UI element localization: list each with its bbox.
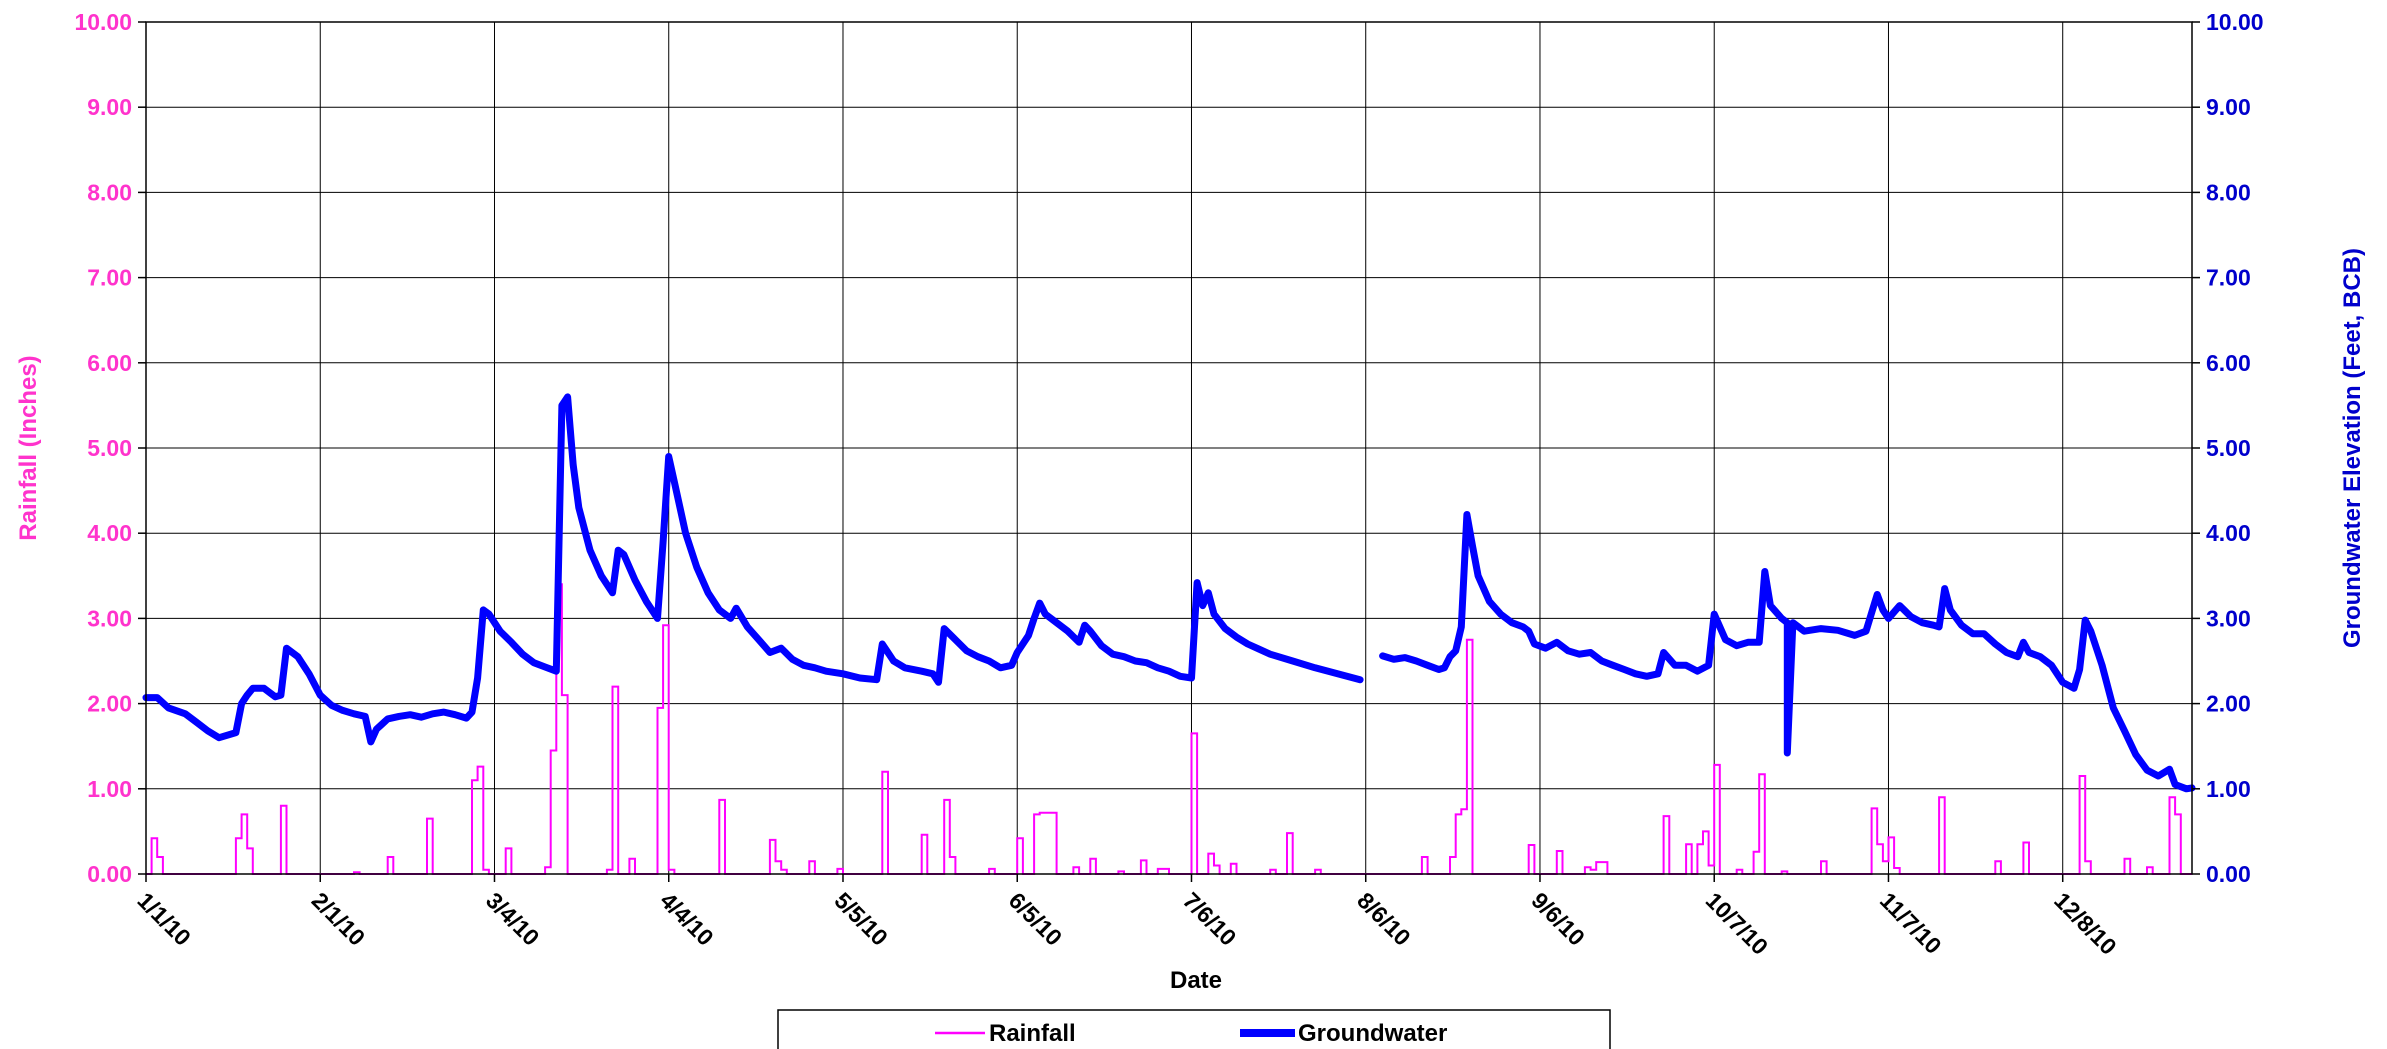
right-tick-label: 5.00	[2206, 435, 2251, 461]
right-tick-label: 6.00	[2206, 350, 2251, 376]
x-tick-label: 1/1/10	[132, 887, 196, 951]
x-tick-label: 9/6/10	[1526, 887, 1590, 951]
x-tick-label: 6/5/10	[1004, 887, 1068, 951]
right-tick-label: 10.00	[2206, 9, 2264, 35]
groundwater-line	[142, 393, 1364, 746]
right-tick-label: 3.00	[2206, 605, 2251, 631]
x-tick-label: 10/7/10	[1701, 887, 1774, 960]
legend-box	[777, 1009, 1611, 1049]
right-tick-label: 9.00	[2206, 94, 2251, 120]
legend-rainfall-label: Rainfall	[989, 1020, 1076, 1047]
right-tick-label: 4.00	[2206, 520, 2251, 546]
x-tick-label: 11/7/10	[1875, 887, 1947, 959]
right-tick-label: 2.00	[2206, 691, 2251, 717]
right-axis-title: Groundwater Elevation (Feet, BCB)	[2339, 248, 2366, 648]
right-tick-label: 0.00	[2206, 861, 2251, 887]
groundwater-line	[1379, 511, 2196, 793]
rainfall-series-layer	[146, 583, 2192, 875]
x-tick-label: 8/6/10	[1352, 887, 1416, 951]
left-tick-label: 4.00	[87, 520, 132, 546]
left-tick-label: 10.00	[74, 9, 132, 35]
left-tick-label: 3.00	[87, 605, 132, 631]
x-tick-label: 2/1/10	[307, 887, 371, 951]
x-axis-title: Date	[1170, 967, 1222, 994]
left-tick-label: 2.00	[87, 691, 132, 717]
groundwater-series-layer	[142, 393, 2196, 793]
x-tick-label: 3/4/10	[481, 887, 545, 951]
right-tick-label: 8.00	[2206, 179, 2251, 205]
left-axis-title: Rainfall (Inches)	[15, 355, 42, 540]
legend: Rainfall Groundwater	[777, 1009, 1611, 1049]
left-axis-ticks: 0.00 1.00 2.00 3.00 4.00 5.00 6.00 7.00 8.00 9.00…	[74, 9, 146, 887]
right-axis-ticks: 0.00 1.00 2.00 3.00 4.00 5.00 6.00 7.00 8.00 9.00…	[2192, 9, 2264, 887]
left-tick-label: 5.00	[87, 435, 132, 461]
x-tick-label: 7/6/10	[1178, 887, 1242, 951]
x-tick-label: 5/5/10	[829, 887, 893, 951]
left-tick-label: 8.00	[87, 179, 132, 205]
rainfall-line	[146, 583, 2192, 875]
x-axis-ticks: 1/1/10 2/1/10 3/4/10 4/4/10 5/5/10 6/5/10 7/6/…	[132, 874, 2122, 960]
x-tick-label: 4/4/10	[655, 887, 719, 951]
right-tick-label: 1.00	[2206, 776, 2251, 802]
left-tick-label: 9.00	[87, 94, 132, 120]
left-tick-label: 0.00	[87, 861, 132, 887]
legend-groundwater-label: Groundwater	[1298, 1020, 1447, 1047]
left-tick-label: 7.00	[87, 265, 132, 291]
x-tick-label: 12/8/10	[2049, 887, 2122, 960]
left-tick-label: 1.00	[87, 776, 132, 802]
left-tick-label: 6.00	[87, 350, 132, 376]
right-tick-label: 7.00	[2206, 265, 2251, 291]
